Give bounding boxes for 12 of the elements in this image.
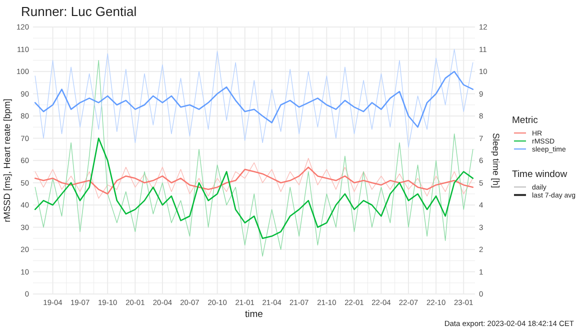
y2-axis-title: Sleep time [h] [491, 132, 501, 188]
line-series [34, 158, 474, 199]
legend-title: Metric [512, 115, 538, 126]
y-axis-title: rMSSD [ms], Heart reate [bpm] [2, 98, 12, 222]
text: Time window [512, 169, 568, 180]
x-axis-title: time [245, 309, 263, 320]
line-series [34, 48, 474, 148]
line-series [34, 138, 474, 240]
line-series [34, 60, 474, 257]
line-series [34, 166, 474, 195]
line-series [34, 70, 474, 128]
chart-title: Runner: Luc Gential [21, 4, 137, 19]
